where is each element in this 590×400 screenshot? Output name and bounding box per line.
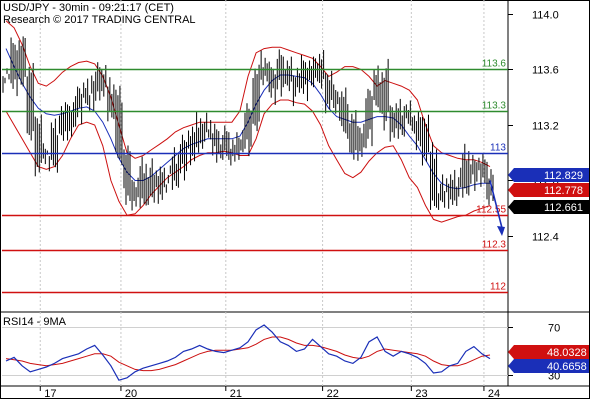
level-label: 112 xyxy=(490,282,506,293)
x-tick-label: 17 xyxy=(44,388,56,400)
level-label: 112.3 xyxy=(482,240,507,251)
forecast-arrow xyxy=(489,180,505,237)
price-tags: 112.829 112.778 112.661 xyxy=(508,168,589,214)
x-tick-label: 24 xyxy=(488,388,500,400)
price-tag xyxy=(508,168,589,182)
price-bars xyxy=(2,36,494,211)
price-tag-label: 112.829 xyxy=(544,170,583,182)
level-label: 113.6 xyxy=(482,59,507,70)
y-tick-label: 114.0 xyxy=(532,10,559,22)
chart-title: USD/JPY - 30min - 09:21:17 (CET) xyxy=(3,2,174,14)
x-tick-label: 22 xyxy=(327,388,339,400)
x-tick-label: 20 xyxy=(125,388,137,400)
bollinger-bands xyxy=(5,20,491,223)
level-label: 113 xyxy=(490,143,506,154)
moving-average xyxy=(5,48,490,190)
price-tag-label: 112.661 xyxy=(544,202,583,214)
rsi-tag xyxy=(508,359,589,373)
price-tag-label: 112.778 xyxy=(544,185,583,197)
rsi-panel: 70 30 48.0328 40.6658 xyxy=(2,323,589,383)
rsi-tick-label: 30 xyxy=(548,371,560,383)
price-tag xyxy=(508,183,589,197)
rsi-title: RSI14 - 9MA xyxy=(3,316,66,328)
y-tick-label: 113.6 xyxy=(532,65,559,77)
x-tick-label: 21 xyxy=(230,388,242,400)
level-label: 112.55 xyxy=(476,205,506,216)
rsi-tick-label: 70 xyxy=(548,323,560,335)
bollinger-upper xyxy=(5,20,491,168)
grid xyxy=(39,0,485,386)
rsi-tag-label: 40.6658 xyxy=(547,361,587,373)
time-axis: 17 20 21 22 23 24 xyxy=(39,386,500,400)
rsi-tag xyxy=(508,345,589,359)
rsi-tag-label: 48.0328 xyxy=(547,347,587,359)
y-tick-label: 113.2 xyxy=(532,121,559,133)
level-lines: 113.6 113.3 113 112.55 112.3 112 xyxy=(2,59,508,294)
y-tick-label: 112.4 xyxy=(532,232,559,244)
level-label: 113.3 xyxy=(482,101,507,112)
price-tag xyxy=(508,200,589,214)
arrow-head xyxy=(497,226,505,237)
rsi-ma-line xyxy=(5,336,491,372)
chart-subtitle: Research © 2017 TRADING CENTRAL xyxy=(3,14,196,26)
bollinger-lower xyxy=(5,99,491,223)
rsi-line xyxy=(5,324,491,381)
arrow-shaft xyxy=(489,180,503,229)
x-tick-label: 23 xyxy=(415,388,427,400)
